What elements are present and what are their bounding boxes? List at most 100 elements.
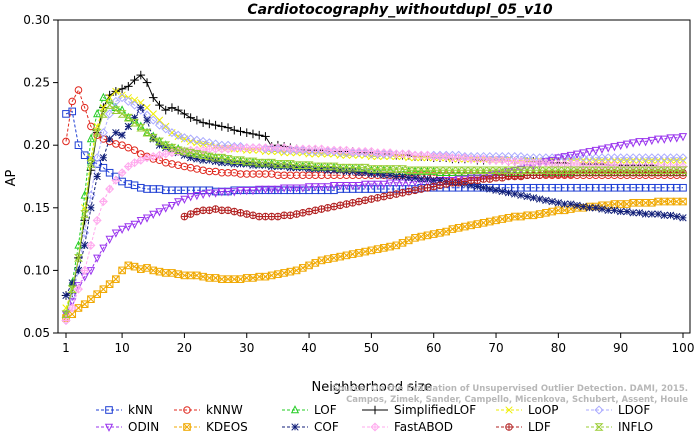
data-point-odin xyxy=(317,183,326,192)
data-point-kdeos xyxy=(436,229,444,237)
data-point-odin xyxy=(597,145,607,154)
data-point-simplifiedlof xyxy=(261,132,270,141)
data-point-simplifiedlof xyxy=(124,82,133,91)
data-point-odin xyxy=(248,186,258,196)
data-point-odin xyxy=(635,138,644,147)
data-point-odin xyxy=(604,144,613,153)
data-point-inflo xyxy=(130,118,140,127)
legend: kNN kNNW LOF SimplifiedLOF LoOP LDOF ODIN KDEOS… xyxy=(96,403,653,434)
data-point-ldf xyxy=(267,212,276,221)
data-point-ldf xyxy=(199,206,207,215)
data-point-inflo xyxy=(466,166,476,175)
data-point-inflo xyxy=(616,166,626,175)
data-point-inflo xyxy=(479,166,489,175)
data-point-ldf xyxy=(236,209,245,217)
data-point-kdeos xyxy=(404,236,413,245)
series-line-cof xyxy=(65,106,684,296)
data-point-inflo xyxy=(186,148,196,157)
data-point-inflo xyxy=(379,165,389,173)
data-point-ldf xyxy=(249,211,257,220)
data-point-odin xyxy=(641,138,650,147)
data-point-ldf xyxy=(492,173,500,182)
source-credit-line-2: Campos, Zimek, Sander, Campello, Micenko… xyxy=(346,395,688,405)
data-point-odin xyxy=(298,184,307,193)
data-point-kdeos xyxy=(311,259,320,267)
data-point-inflo xyxy=(398,165,408,173)
data-point-odin xyxy=(672,134,681,143)
data-point-inflo xyxy=(123,113,133,122)
data-point-ldof xyxy=(198,136,208,146)
source-credit-line-1: Source: On the Evaluation of Unsupervise… xyxy=(332,384,688,394)
data-point-inflo xyxy=(560,166,570,175)
data-point-lof xyxy=(417,166,426,175)
legend-label-knn: kNN xyxy=(128,403,153,417)
data-point-ldf xyxy=(417,185,426,193)
data-point-cof xyxy=(673,212,681,221)
data-point-kdeos xyxy=(274,270,282,278)
data-point-ldof xyxy=(154,120,164,130)
data-point-ldf xyxy=(274,212,282,221)
data-point-fastabod xyxy=(441,151,451,161)
data-point-inflo xyxy=(136,123,146,132)
data-point-inflo xyxy=(273,160,283,168)
data-point-odin xyxy=(622,140,632,149)
data-point-inflo xyxy=(647,166,657,175)
data-point-kdeos xyxy=(361,247,369,256)
data-point-knn xyxy=(74,141,83,149)
data-point-ldof xyxy=(173,130,183,140)
data-point-fastabod xyxy=(105,184,115,194)
data-point-ldf xyxy=(180,212,189,221)
data-point-cof xyxy=(411,174,419,182)
data-point-inflo xyxy=(435,166,445,175)
data-point-cof xyxy=(93,172,101,181)
legend-marker-fastabod xyxy=(370,422,380,432)
data-point-ldf xyxy=(224,206,232,215)
data-point-ldf xyxy=(479,175,488,183)
data-point-simplifiedlof xyxy=(161,105,171,115)
data-point-inflo xyxy=(341,163,351,172)
data-point-ldf xyxy=(305,207,313,216)
data-point-inflo xyxy=(267,158,277,167)
data-point-inflo xyxy=(391,165,401,173)
data-point-lof xyxy=(99,92,108,101)
data-point-ldof xyxy=(179,133,189,143)
legend-marker-ldf xyxy=(505,423,513,431)
data-point-odin xyxy=(629,139,638,148)
legend-marker-cof xyxy=(291,423,299,431)
data-point-cof xyxy=(536,195,544,203)
data-point-ldf xyxy=(373,193,382,202)
data-point-odin xyxy=(329,181,339,191)
data-point-ldof xyxy=(123,96,133,106)
data-point-fastabod xyxy=(61,315,71,325)
data-point-cof xyxy=(529,194,538,202)
data-point-fastabod xyxy=(404,149,414,159)
legend-label-kdeos: KDEOS xyxy=(206,420,248,434)
data-point-kdeos xyxy=(105,280,114,288)
data-point-odin xyxy=(292,184,301,193)
data-point-lof xyxy=(117,105,127,114)
legend-item-loop: LoOP xyxy=(496,403,559,417)
data-point-ldf xyxy=(448,178,457,187)
data-point-kdeos xyxy=(348,250,357,258)
data-point-cof xyxy=(498,187,506,196)
data-point-odin xyxy=(591,146,600,156)
legend-item-inflo: INFLO xyxy=(586,420,653,434)
chart-title: Cardiotocography_withoutdupl_05_v10 xyxy=(247,2,553,18)
series-inflo xyxy=(61,101,688,319)
data-point-cof xyxy=(585,204,594,212)
data-point-ldof xyxy=(105,109,115,119)
legend-marker-loop xyxy=(505,406,513,414)
data-point-cof xyxy=(592,204,600,212)
data-point-kdeos xyxy=(186,271,195,280)
data-point-ldf xyxy=(392,190,401,198)
data-point-inflo xyxy=(622,166,632,175)
data-point-cof xyxy=(517,191,525,199)
data-point-inflo xyxy=(329,162,339,171)
data-point-knnw xyxy=(62,137,70,146)
data-point-odin xyxy=(460,175,469,184)
data-point-odin xyxy=(86,267,96,276)
data-point-odin xyxy=(304,183,314,192)
data-point-odin xyxy=(192,191,201,201)
legend-label-simplifiedlof: SimplifiedLOF xyxy=(394,403,476,417)
legend-label-lof: LOF xyxy=(314,403,337,417)
